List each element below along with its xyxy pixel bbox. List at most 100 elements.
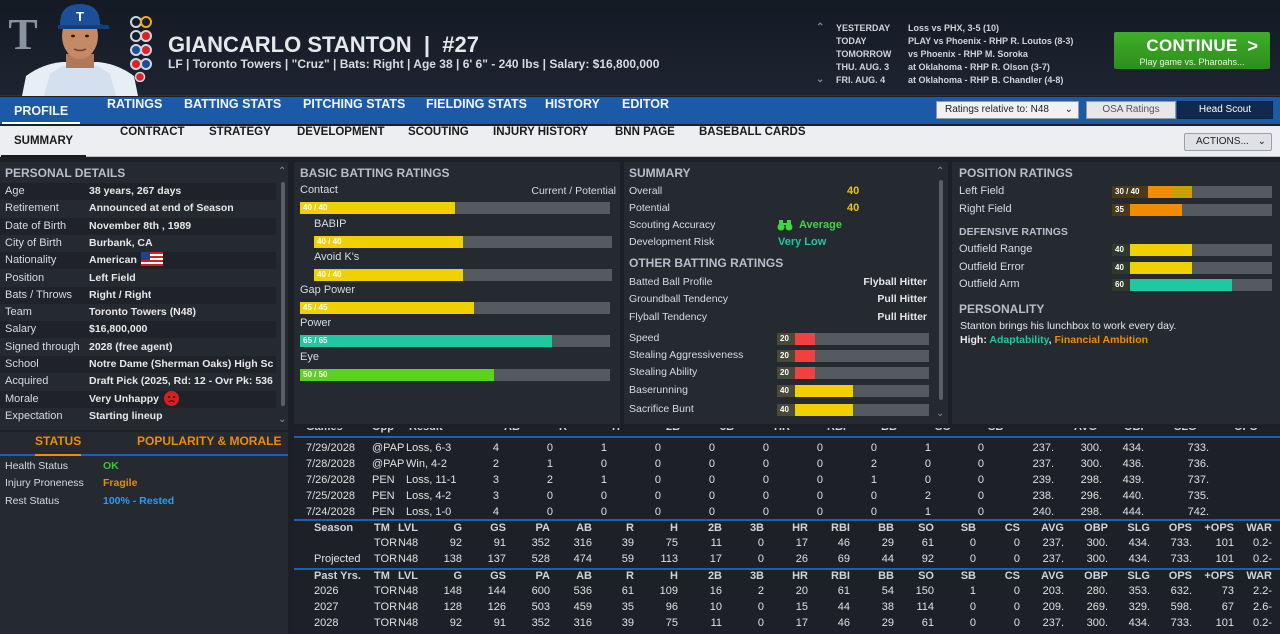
- schedule-game[interactable]: vs Phoenix - RHP M. Soroka: [908, 49, 1028, 59]
- position-bar: 35: [1112, 203, 1272, 216]
- head-scout-button[interactable]: Head Scout: [1177, 101, 1273, 119]
- defensive-bar: 60: [1112, 279, 1272, 291]
- game-row[interactable]: 7/25/2028 PEN Loss, 4-2 3 0 0 0 0 0 0 0 2 0.238.296.…: [306, 490, 1209, 502]
- rating-value: 20: [780, 351, 789, 360]
- batting-ratings-title: BASIC BATTING RATINGS: [300, 166, 450, 180]
- ratings-relative-select[interactable]: Ratings relative to: N48 ⌄: [936, 101, 1079, 119]
- defensive-bar: 40: [1112, 261, 1272, 274]
- continue-button[interactable]: CONTINUE > Play game vs. Pharoahs...: [1114, 32, 1270, 69]
- subtab-strategy[interactable]: STRATEGY: [209, 126, 271, 138]
- scrollbar[interactable]: [281, 182, 285, 406]
- schedule-game[interactable]: PLAY vs Phoenix - RHP R. Loutos (8-3): [908, 36, 1074, 46]
- tab-batting-stats[interactable]: BATTING STATS: [184, 97, 282, 111]
- schedule-row: YESTERDAY Loss vs PHX, 3-5 (10): [816, 22, 1106, 35]
- season-header: Season TM LVL G GS PA AB R H 2B 3B HR RBI BB SO SB CS AVG…: [314, 522, 1272, 534]
- osa-ratings-button[interactable]: OSA Ratings: [1086, 101, 1176, 119]
- tab-history[interactable]: HISTORY: [545, 97, 600, 111]
- subtab-bnn-page[interactable]: BNN PAGE: [615, 126, 675, 138]
- defensive-bar-fill: [1112, 261, 1192, 274]
- schedule-day: TOMORROW: [836, 49, 892, 59]
- rating-bar: 40: [777, 385, 929, 397]
- rating-label: Eye: [300, 351, 319, 363]
- tab-ratings[interactable]: RATINGS: [107, 97, 163, 111]
- game-row[interactable]: 7/29/2028 @PAP Loss, 6-3 4 0 1 0 0 0 0 0 1 0.237.300…: [306, 442, 1209, 454]
- other-rating-row: Baserunning 40: [629, 382, 949, 399]
- sub-nav: SUMMARY CONTRACT STRATEGY DEVELOPMENT SCOUTI…: [0, 126, 1280, 157]
- profile-row: Flyball Tendency Pull Hitter: [629, 310, 927, 323]
- projected-row: Projected TOR N48 138 137 528 474 59 113 17 0 26 69 4…: [314, 553, 1272, 565]
- defensive-value: 40: [1115, 245, 1124, 254]
- past-year-row: 2026 TOR N48 148 144 600 536 61 109 16 2 20 61 54 150 1…: [314, 585, 1272, 597]
- subtab-development[interactable]: DEVELOPMENT: [297, 126, 385, 138]
- player-portrait: T: [22, 2, 138, 96]
- personal-row-age: Age 38 years, 267 days: [0, 183, 276, 200]
- personality-text: Stanton brings his lunchbox to work ever…: [960, 320, 1177, 332]
- tab-pitching-stats[interactable]: PITCHING STATS: [303, 97, 406, 111]
- rating-bar: 45 / 45: [300, 302, 610, 314]
- rating-value: 20: [780, 368, 789, 377]
- game-log-header: GamesOppResultABRH2B3BHRRBIBBSOSBAVGOBPS…: [294, 428, 1280, 435]
- scouting-accuracy-value: Average: [799, 219, 843, 231]
- tab-profile[interactable]: PROFILE: [2, 97, 81, 124]
- rating-value: 40: [780, 386, 789, 395]
- tab-editor[interactable]: EDITOR: [622, 97, 669, 111]
- summary-panel: SUMMARY Overall 40 Potential 40 Scouting A…: [624, 162, 948, 424]
- scrollbar[interactable]: [939, 180, 943, 400]
- schedule-game[interactable]: at Oklahoma - RHP R. Olson (3-7): [908, 62, 1050, 72]
- other-batting-title: OTHER BATTING RATINGS: [629, 256, 784, 270]
- player-header: T T GIANCARLO STANTON | #27: [0, 0, 1280, 96]
- position-value: 30 / 40: [1115, 187, 1140, 196]
- tab-fielding-stats[interactable]: FIELDING STATS: [426, 97, 527, 111]
- other-rating-row: Speed 20: [629, 330, 949, 347]
- rating-bar-fill: [300, 335, 552, 347]
- tab-popularity-morale[interactable]: POPULARITY & MORALE: [137, 434, 282, 448]
- schedule-game[interactable]: at Oklahoma - RHP B. Chandler (4-8): [908, 75, 1064, 85]
- rating-value: 40 / 40: [317, 237, 342, 246]
- subtab-injury-history[interactable]: INJURY HISTORY: [493, 126, 589, 138]
- defensive-bar: 40: [1112, 244, 1272, 256]
- schedule-down-icon[interactable]: ⌄: [816, 74, 825, 85]
- defensive-label: Outfield Error: [959, 260, 1025, 273]
- game-row[interactable]: 7/24/2028 PEN Loss, 1-0 4 0 0 0 0 0 0 0 1 0.240.298.…: [306, 506, 1209, 518]
- subtab-contract[interactable]: CONTRACT: [120, 126, 185, 138]
- separator-line: [294, 519, 1280, 521]
- schedule-row: THU. AUG. 3 at Oklahoma - RHP R. Olson (3…: [816, 61, 1106, 74]
- rating-value: 65 / 65: [303, 336, 328, 345]
- rating-bar: 40: [777, 404, 929, 416]
- other-rating-row: Stealing Ability 20: [629, 364, 949, 381]
- season-row: TOR N48 92 91 352 316 39 75 11 0 17 46 29 61 0 0.237.30…: [374, 537, 1272, 549]
- rating-bar: 40 / 40: [314, 236, 612, 248]
- rating-bar-fill: [314, 236, 463, 248]
- rating-bar: 40 / 40: [314, 269, 612, 281]
- subtab-scouting[interactable]: SCOUTING: [408, 126, 469, 138]
- game-row[interactable]: 7/26/2028 PEN Loss, 11-1 3 2 1 0 0 0 0 1 0 0.239.298…: [306, 474, 1209, 486]
- rating-bar-fill: [777, 404, 853, 416]
- schedule-day: TODAY: [836, 36, 867, 46]
- personal-row-morale: Morale Very Unhappy: [0, 390, 276, 408]
- scroll-down-icon[interactable]: ⌄: [936, 408, 945, 419]
- scroll-down-icon[interactable]: ⌄: [278, 414, 287, 425]
- scroll-up-icon[interactable]: ⌃: [278, 166, 287, 177]
- actions-dropdown[interactable]: ACTIONS... ⌄: [1184, 133, 1272, 151]
- schedule-up-icon[interactable]: ⌃: [816, 22, 825, 33]
- status-row-injury-proneness: Injury Proneness Fragile: [5, 477, 138, 490]
- personal-row-expectation: Expectation Starting lineup: [5, 409, 163, 422]
- personal-row-date-of-birth: Date of Birth November 8th , 1989: [0, 217, 276, 235]
- player-name: GIANCARLO STANTON | #27: [168, 32, 479, 57]
- position-ratings-panel: POSITION RATINGS Left Field 30 / 40 Right …: [952, 162, 1280, 424]
- position-label: Right Field: [959, 202, 1012, 215]
- personal-row-nationality: Nationality American: [0, 252, 276, 270]
- rating-value: 40 / 40: [317, 270, 342, 279]
- subtab-summary[interactable]: SUMMARY: [1, 126, 86, 157]
- development-risk-row: Development Risk Very Low: [629, 234, 949, 251]
- defensive-bar-fill: [1112, 279, 1232, 291]
- tab-status[interactable]: STATUS: [35, 434, 82, 456]
- development-risk-value: Very Low: [778, 236, 827, 248]
- scroll-up-icon[interactable]: ⌃: [936, 166, 945, 177]
- subtab-baseball-cards[interactable]: BASEBALL CARDS: [699, 126, 806, 138]
- schedule-game[interactable]: Loss vs PHX, 3-5 (10): [908, 23, 1000, 33]
- game-row[interactable]: 7/28/2028 @PAP Win, 4-2 2 1 0 0 0 0 0 2 0 0.237.300.…: [306, 458, 1209, 470]
- chevron-down-icon: ⌄: [1257, 136, 1266, 147]
- schedule-panel: ⌃ ⌄ YESTERDAY Loss vs PHX, 3-5 (10) TODAY P…: [816, 22, 1106, 87]
- rating-value: 50 / 50: [303, 370, 328, 379]
